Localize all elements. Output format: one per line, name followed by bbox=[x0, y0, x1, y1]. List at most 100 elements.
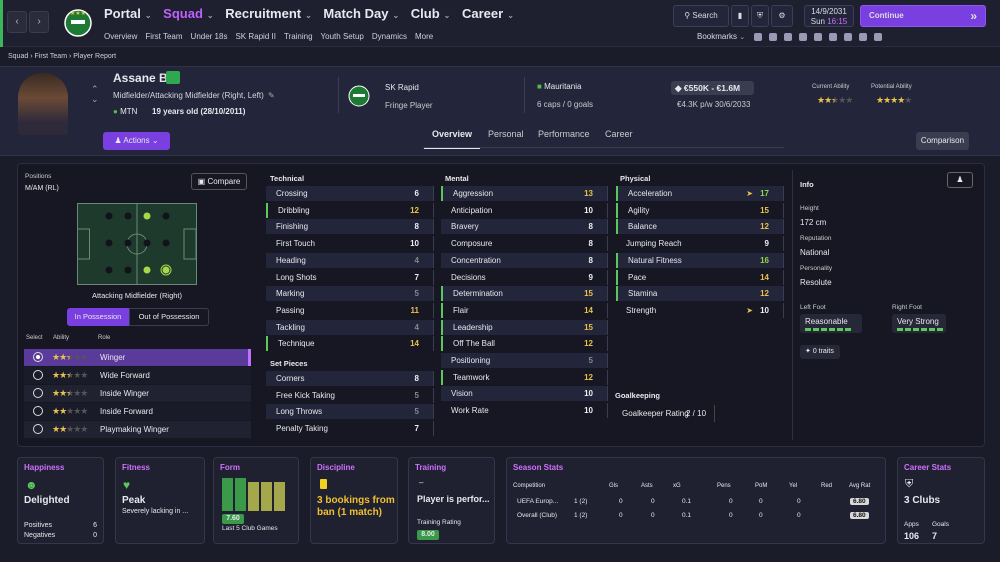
attribute-row[interactable]: Passing 11 bbox=[266, 302, 434, 318]
subnav-sk-rapid-ii[interactable]: SK Rapid II bbox=[235, 32, 276, 41]
attribute-row[interactable]: Dribbling 12 bbox=[266, 202, 434, 218]
attribute-row[interactable]: Jumping Reach 9 bbox=[616, 236, 784, 252]
radio-button[interactable] bbox=[33, 424, 43, 434]
attribute-row[interactable]: Pace 14 bbox=[616, 269, 784, 285]
nation[interactable]: ■ Mauritania bbox=[537, 82, 582, 91]
attribute-row[interactable]: Corners 8 bbox=[266, 371, 434, 386]
attribute-row[interactable]: Heading 4 bbox=[266, 252, 434, 268]
subnav-youth-setup[interactable]: Youth Setup bbox=[320, 32, 364, 41]
comparison-button[interactable]: Comparison bbox=[916, 132, 969, 150]
club-button[interactable]: ⛨ bbox=[751, 5, 769, 27]
attribute-row[interactable]: Tackling 4 bbox=[266, 319, 434, 335]
attribute-row[interactable]: Acceleration 17 ➤ bbox=[616, 186, 784, 201]
people-icon[interactable] bbox=[829, 32, 838, 41]
nav-club[interactable]: Club bbox=[410, 6, 440, 21]
tab-performance[interactable]: Performance bbox=[538, 129, 590, 139]
out-of-possession-toggle[interactable]: Out of Possession bbox=[129, 308, 209, 326]
attribute-row[interactable]: Leadership 15 bbox=[441, 319, 608, 335]
notes-button[interactable]: ▮ bbox=[731, 5, 749, 27]
subnav-under-18s[interactable]: Under 18s bbox=[190, 32, 228, 41]
role-row[interactable]: ★★★★★ Inside Forward bbox=[24, 403, 251, 420]
club-name[interactable]: SK Rapid bbox=[385, 83, 419, 92]
traits-button[interactable]: ✦ 0 traits bbox=[800, 345, 840, 359]
attribute-row[interactable]: Flair 14 bbox=[441, 302, 608, 318]
forward-button[interactable]: › bbox=[29, 11, 49, 33]
chat-icon[interactable] bbox=[754, 32, 763, 41]
pitch-diagram[interactable] bbox=[77, 203, 197, 285]
nav-recruitment[interactable]: Recruitment bbox=[225, 6, 302, 21]
attribute-row[interactable]: Long Shots 7 bbox=[266, 269, 434, 285]
attribute-row[interactable]: Aggression 13 bbox=[441, 186, 608, 201]
attribute-row[interactable]: Natural Fitness 16 bbox=[616, 252, 784, 268]
compare-button[interactable]: ▣ Compare bbox=[191, 173, 247, 190]
radio-button[interactable] bbox=[33, 406, 43, 416]
scout-icon[interactable] bbox=[799, 32, 808, 41]
tab-personal[interactable]: Personal bbox=[488, 129, 524, 139]
attribute-row[interactable]: Marking 5 bbox=[266, 286, 434, 302]
role-row[interactable]: ★★★★★ Winger bbox=[24, 349, 251, 366]
in-possession-toggle[interactable]: In Possession bbox=[67, 308, 129, 326]
discipline-card[interactable]: Discipline 3 bookings from ban (1 match) bbox=[310, 457, 398, 544]
radio-button[interactable] bbox=[33, 370, 43, 380]
attribute-row[interactable]: Work Rate 10 bbox=[441, 403, 608, 419]
screen-icon[interactable] bbox=[874, 32, 883, 41]
prev-next-arrows[interactable]: ⌃ ⌄ bbox=[91, 84, 99, 104]
attribute-row[interactable]: Off The Ball 12 bbox=[441, 336, 608, 352]
role-row[interactable]: ★★★★★ Wide Forward bbox=[24, 367, 251, 384]
attribute-row[interactable]: Teamwork 12 bbox=[441, 369, 608, 385]
crumb-first-team[interactable]: First Team bbox=[34, 53, 68, 60]
training-card[interactable]: Training – Player is perfor... Training … bbox=[408, 457, 495, 544]
form-card[interactable]: Form 7.60 Last 5 Club Games bbox=[213, 457, 299, 544]
date-display[interactable]: 14/9/2031 Sun 16:15 bbox=[804, 5, 854, 27]
attribute-row[interactable]: Finishing 8 bbox=[266, 219, 434, 235]
attribute-row[interactable]: Long Throws 5 bbox=[266, 404, 434, 420]
subnav-training[interactable]: Training bbox=[283, 32, 313, 41]
nav-career[interactable]: Career bbox=[462, 6, 504, 21]
attribute-row[interactable]: Vision 10 bbox=[441, 386, 608, 402]
settings-button[interactable]: ⚙ bbox=[771, 5, 793, 27]
fitness-card[interactable]: Fitness ♥ Peak Severely lacking in ... bbox=[115, 457, 205, 544]
club-logo[interactable]: ★★★ bbox=[62, 6, 94, 38]
kit-icon[interactable] bbox=[814, 32, 823, 41]
subnav-more[interactable]: More bbox=[414, 32, 434, 41]
crumb-squad[interactable]: Squad bbox=[8, 53, 29, 60]
tab-career[interactable]: Career bbox=[605, 129, 633, 139]
actions-button[interactable]: ♟ Actions ⌄ bbox=[103, 132, 170, 150]
search-button[interactable]: ⚲ Search bbox=[673, 5, 729, 27]
radio-button[interactable] bbox=[33, 352, 43, 362]
club-crest[interactable] bbox=[347, 83, 371, 107]
attribute-row[interactable]: Bravery 8 bbox=[441, 219, 608, 235]
happiness-card[interactable]: Happiness ☻ Delighted Positives 6 Negati… bbox=[17, 457, 104, 544]
radio-button[interactable] bbox=[33, 388, 43, 398]
attribute-row[interactable]: Decisions 9 bbox=[441, 269, 608, 285]
nav-portal[interactable]: Portal bbox=[104, 6, 141, 21]
role-row[interactable]: ★★★★★ Playmaking Winger bbox=[24, 421, 251, 438]
attribute-row[interactable]: Balance 12 bbox=[616, 219, 784, 235]
attribute-row[interactable]: Concentration 8 bbox=[441, 252, 608, 268]
attribute-row[interactable]: Strength 10 ➤ bbox=[616, 302, 784, 318]
list-icon[interactable] bbox=[784, 32, 793, 41]
attribute-row[interactable]: Stamina 12 bbox=[616, 286, 784, 302]
staff-icon[interactable] bbox=[844, 32, 853, 41]
person-info-button[interactable]: ♟ bbox=[947, 172, 973, 188]
attribute-row[interactable]: Anticipation 10 bbox=[441, 202, 608, 218]
database-icon[interactable] bbox=[859, 32, 868, 41]
attribute-row[interactable]: Positioning 5 bbox=[441, 353, 608, 368]
nav-match-day[interactable]: Match Day bbox=[323, 6, 389, 21]
bookmarks-menu[interactable]: Bookmarks bbox=[697, 32, 738, 41]
career-stats-card[interactable]: Career Stats ⛨ 3 Clubs Apps Goals 106 7 bbox=[897, 457, 985, 544]
attribute-row[interactable]: Penalty Taking 7 bbox=[266, 421, 434, 437]
subnav-first-team[interactable]: First Team bbox=[145, 32, 183, 41]
nav-squad[interactable]: Squad bbox=[163, 6, 203, 21]
attribute-row[interactable]: Determination 15 bbox=[441, 286, 608, 302]
attribute-row[interactable]: Technique 14 bbox=[266, 336, 434, 352]
attribute-row[interactable]: Composure 8 bbox=[441, 236, 608, 252]
attribute-row[interactable]: Free Kick Taking 5 bbox=[266, 387, 434, 403]
attribute-row[interactable]: Agility 15 bbox=[616, 202, 784, 218]
attribute-row[interactable]: First Touch 10 bbox=[266, 236, 434, 252]
refresh-icon[interactable] bbox=[769, 32, 778, 41]
attribute-row[interactable]: Crossing 6 bbox=[266, 186, 434, 201]
edit-icon[interactable]: ✎ bbox=[268, 91, 275, 100]
tab-overview[interactable]: Overview bbox=[424, 129, 481, 149]
subnav-overview[interactable]: Overview bbox=[104, 32, 138, 41]
